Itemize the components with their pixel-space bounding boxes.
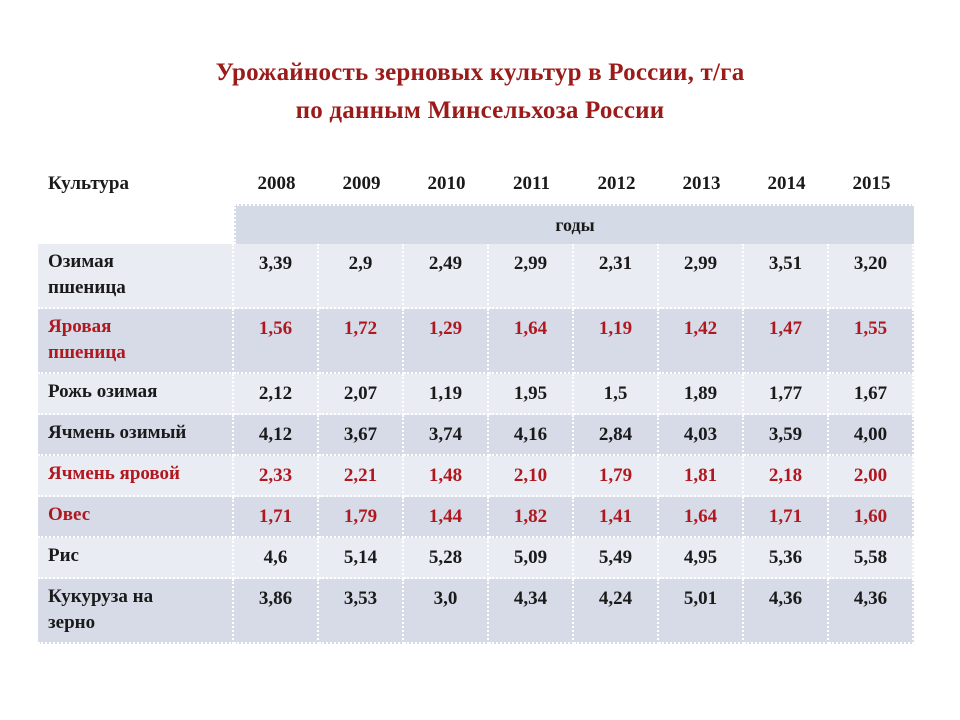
value-cell: 4,36 [829,579,914,644]
value-cell: 3,67 [319,415,404,456]
row-name: Ячмень яровой [38,456,234,497]
value-cell: 4,6 [234,538,319,579]
table-row: Ячмень яровой 2,33 2,21 1,48 2,10 1,79 1… [38,456,914,497]
value-cell: 2,12 [234,374,319,415]
value-cell: 1,72 [319,309,404,374]
value-cell: 3,51 [744,244,829,309]
value-cell: 2,21 [319,456,404,497]
value-cell: 2,99 [659,244,744,309]
value-cell: 4,34 [489,579,574,644]
value-cell: 1,47 [744,309,829,374]
value-cell: 1,82 [489,497,574,538]
value-cell: 1,19 [404,374,489,415]
value-cell: 2,33 [234,456,319,497]
row-name: Рожь озимая [38,374,234,415]
row-name: Ячмень озимый [38,415,234,456]
value-cell: 1,89 [659,374,744,415]
value-cell: 3,39 [234,244,319,309]
value-cell: 5,49 [574,538,659,579]
value-cell: 1,48 [404,456,489,497]
value-cell: 1,29 [404,309,489,374]
value-cell: 1,71 [744,497,829,538]
header-year: 2010 [404,164,489,204]
value-cell: 1,5 [574,374,659,415]
value-cell: 4,03 [659,415,744,456]
value-cell: 1,42 [659,309,744,374]
value-cell: 1,41 [574,497,659,538]
value-cell: 4,00 [829,415,914,456]
value-cell: 2,18 [744,456,829,497]
yield-table: Культура 2008 2009 2010 2011 2012 2013 2… [38,164,914,644]
value-cell: 3,53 [319,579,404,644]
value-cell: 4,24 [574,579,659,644]
value-cell: 4,95 [659,538,744,579]
row-name: Рис [38,538,234,579]
header-year: 2012 [574,164,659,204]
value-cell: 2,07 [319,374,404,415]
value-cell: 1,56 [234,309,319,374]
value-cell: 2,31 [574,244,659,309]
table-row: Яровая пшеница 1,56 1,72 1,29 1,64 1,19 1… [38,309,914,374]
value-cell: 1,95 [489,374,574,415]
header-year: 2013 [659,164,744,204]
header-year: 2015 [829,164,914,204]
value-cell: 3,86 [234,579,319,644]
title-line-1: Урожайность зерновых культур в России, т… [215,59,745,86]
table-row: Овес 1,71 1,79 1,44 1,82 1,41 1,64 1,71 … [38,497,914,538]
table-row: Рожь озимая 2,12 2,07 1,19 1,95 1,5 1,89… [38,374,914,415]
years-caption: годы [234,204,914,244]
value-cell: 5,09 [489,538,574,579]
value-cell: 2,9 [319,244,404,309]
value-cell: 1,81 [659,456,744,497]
value-cell: 3,59 [744,415,829,456]
table-row: Кукуруза на зерно 3,86 3,53 3,0 4,34 4,24… [38,579,914,644]
value-cell: 3,74 [404,415,489,456]
value-cell: 3,20 [829,244,914,309]
value-cell: 2,84 [574,415,659,456]
value-cell: 4,36 [744,579,829,644]
header-year: 2009 [319,164,404,204]
value-cell: 3,0 [404,579,489,644]
value-cell: 5,28 [404,538,489,579]
slide-title: Урожайность зерновых культур в России, т… [0,54,960,130]
value-cell: 1,79 [574,456,659,497]
table-row: Ячмень озимый 4,12 3,67 3,74 4,16 2,84 4… [38,415,914,456]
header-year: 2014 [744,164,829,204]
value-cell: 1,64 [659,497,744,538]
row-name: Яровая пшеница [38,309,234,374]
value-cell: 1,71 [234,497,319,538]
header-culture: Культура [38,164,234,204]
blank-cell [38,204,234,244]
title-line-2: по данным Минсельхоза России [295,97,665,124]
value-cell: 5,14 [319,538,404,579]
row-name: Кукуруза на зерно [38,579,234,644]
row-name: Овес [38,497,234,538]
table-row: Озимая пшеница 3,39 2,9 2,49 2,99 2,31 2,… [38,244,914,309]
value-cell: 2,49 [404,244,489,309]
value-cell: 1,55 [829,309,914,374]
value-cell: 4,16 [489,415,574,456]
table-row: Рис 4,6 5,14 5,28 5,09 5,49 4,95 5,36 5,… [38,538,914,579]
value-cell: 4,12 [234,415,319,456]
value-cell: 1,19 [574,309,659,374]
value-cell: 1,44 [404,497,489,538]
value-cell: 2,00 [829,456,914,497]
value-cell: 1,79 [319,497,404,538]
header-row: Культура 2008 2009 2010 2011 2012 2013 2… [38,164,914,204]
value-cell: 5,36 [744,538,829,579]
row-name: Озимая пшеница [38,244,234,309]
value-cell: 5,58 [829,538,914,579]
value-cell: 1,60 [829,497,914,538]
header-year: 2008 [234,164,319,204]
value-cell: 2,99 [489,244,574,309]
value-cell: 2,10 [489,456,574,497]
header-year: 2011 [489,164,574,204]
value-cell: 1,77 [744,374,829,415]
value-cell: 1,67 [829,374,914,415]
years-caption-row: годы [38,204,914,244]
value-cell: 5,01 [659,579,744,644]
value-cell: 1,64 [489,309,574,374]
